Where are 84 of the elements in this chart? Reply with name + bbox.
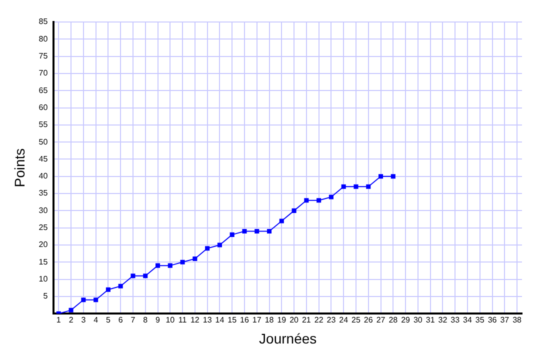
y-tick-label: 50 [38,137,48,146]
point [81,298,86,302]
x-tick-label: 12 [190,316,200,325]
x-tick-label: 17 [252,316,262,325]
y-tick-label: 40 [38,172,48,181]
x-tick-label: 7 [130,316,136,325]
y-tick-label: 45 [38,154,48,164]
x-tick-label: 34 [463,316,472,325]
point [205,246,210,251]
point [341,184,346,189]
point [354,184,358,189]
x-tick-label: 13 [202,316,212,325]
point [180,260,185,264]
point [390,174,396,179]
point [366,184,371,189]
x-tick-label: 21 [302,316,312,325]
y-tick-label: 55 [38,120,48,130]
y-tick-label: 70 [38,68,48,78]
point [378,174,384,179]
x-tick-label: 25 [352,316,361,325]
x-tick-label: 15 [228,316,238,325]
x-tick-label: 22 [314,316,324,325]
x-tick-label: 1 [56,316,62,325]
point [156,263,160,268]
y-tick-label: 20 [38,240,48,250]
x-tick-label: 8 [143,316,148,325]
x-tick-label: 35 [475,316,485,325]
x-tick-label: 2 [68,316,74,325]
point [143,274,148,278]
x-tick-label: 27 [376,316,386,325]
x-tick-label: 6 [118,316,124,325]
y-tick-label: 5 [43,292,48,301]
x-tick-label: 10 [166,316,176,325]
point [217,242,222,248]
y-tick-label: 10 [38,274,48,284]
y-tick-label: 75 [38,52,48,61]
point [94,298,98,302]
y-tick-label: 30 [38,206,48,215]
x-tick-label: 9 [156,316,161,325]
y-tick-label: 35 [38,188,48,198]
point [328,194,334,200]
x-tick-label: 33 [450,316,460,325]
point [267,229,272,234]
x-tick-label: 18 [264,316,274,325]
point [304,198,309,203]
x-tick-label: 30 [413,316,423,325]
x-tick-label: 32 [438,316,448,325]
x-tick-label: 28 [388,316,398,325]
point [242,229,247,234]
x-axis-title: Journées [259,330,317,346]
point [279,218,284,224]
y-tick-label: 60 [38,102,48,112]
point [130,274,136,278]
x-tick-label: 31 [426,316,436,325]
x-tick-label: 20 [290,316,300,325]
point [106,287,110,292]
x-tick-label: 4 [94,316,99,325]
y-tick-label: 80 [38,34,48,44]
point [316,198,322,203]
point [168,263,172,268]
y-tick-label: 85 [38,17,48,26]
x-tick-label: 24 [339,316,349,325]
x-tick-label: 5 [106,316,111,325]
point [192,256,198,261]
y-axis-title: Points [11,148,28,188]
x-tick-label: 37 [500,316,510,325]
x-tick-label: 29 [401,316,411,325]
x-tick-label: 11 [178,316,188,325]
y-tick-label: 15 [38,257,48,266]
x-tick-label: 14 [215,316,225,325]
x-tick-label: 36 [488,316,498,325]
point [254,229,260,234]
x-tick-label: 16 [240,316,250,325]
point [68,308,74,312]
x-tick-label: 26 [364,316,374,325]
y-tick-label: 65 [38,86,48,95]
x-tick-label: 19 [277,316,287,325]
y-tick-label: 25 [38,223,48,232]
x-tick-label: 38 [512,316,522,325]
point [230,232,234,237]
point [118,284,123,288]
x-tick-label: 23 [326,316,336,325]
x-tick-label: 3 [81,316,86,325]
point [292,208,296,213]
